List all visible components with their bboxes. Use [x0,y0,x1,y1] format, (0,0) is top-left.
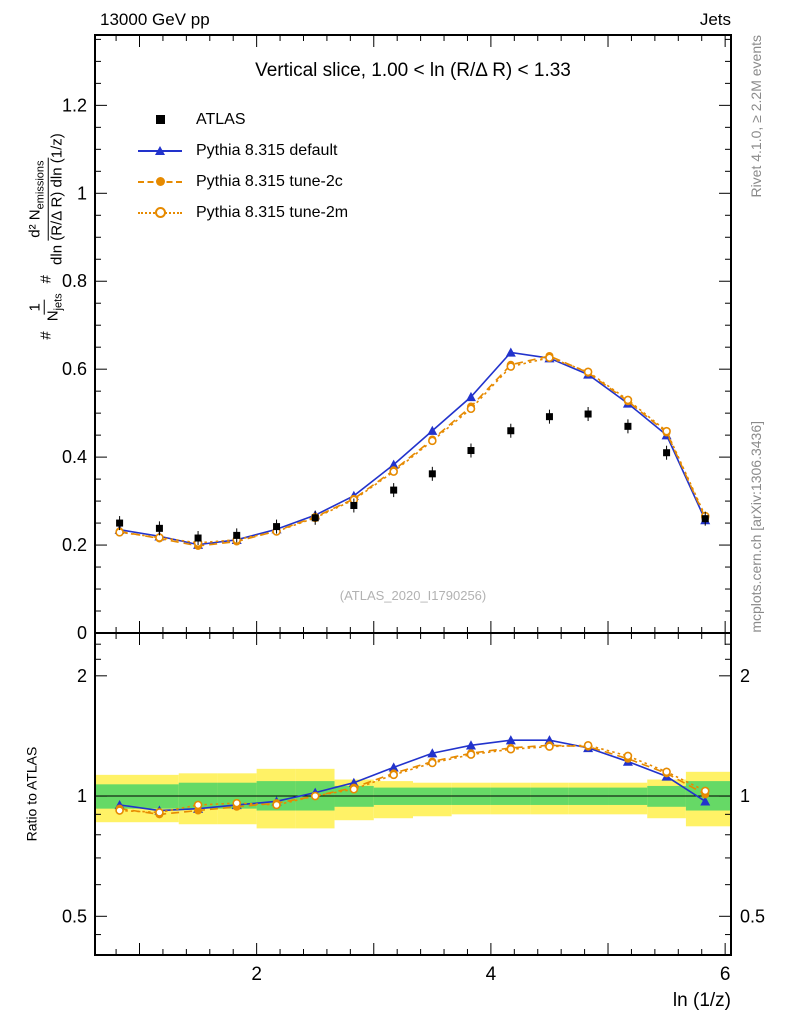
atlas-square-marker-icon [138,113,182,127]
legend: ATLAS Pythia 8.315 default Pythia 8.315 … [138,104,348,228]
ratio-y-axis-title: Ratio to ATLAS [23,746,39,842]
legend-label: Pythia 8.315 tune-2m [196,203,349,221]
legend-item-pythia-default: Pythia 8.315 default [138,135,348,166]
analysis-group-label: Jets [699,10,731,29]
blue-triangle-line-marker-icon [138,144,182,158]
svg-text:0.6: 0.6 [62,359,87,379]
svg-text:1.2: 1.2 [62,95,87,115]
main-series-pythia-8-315-default [114,347,711,549]
main-series-pythia-8-315-tune-2c [115,351,710,550]
svg-text:2: 2 [740,666,750,686]
ratio-uncertainty-bands [95,768,731,829]
legend-label: ATLAS [196,110,246,128]
svg-text:1: 1 [77,183,87,203]
legend-label: Pythia 8.315 default [196,141,338,159]
svg-text:1: 1 [77,786,87,806]
fraction-one-over-njets: 1 Njets [26,292,65,321]
panel-frames [94,34,732,956]
svg-text:0.8: 0.8 [62,271,87,291]
orange-dashed-circle-marker-icon [138,175,182,189]
plot-title: Vertical slice, 1.00 < ln (R/Δ R) < 1.33 [255,60,571,81]
ratio-series-pythia-8-315-tune-2m [115,740,710,817]
beam-energy-label: 13000 GeV pp [100,10,210,29]
analysis-id-watermark: (ATLAS_2020_I1790256) [339,588,487,603]
main-y-axis-title: # 1 Njets # d² Nemissions dln (R/Δ R) dl… [0,35,92,435]
orange-dotted-open-circle-marker-icon [138,206,182,220]
mcplots-citation-note: mcplots.cern.ch [arXiv:1306.3436] [748,421,764,633]
x-axis-title: ln (1/z) [672,990,731,1011]
svg-text:0.2: 0.2 [62,535,87,555]
svg-text:0.5: 0.5 [740,906,765,926]
rivet-version-note: Rivet 4.1.0, ≥ 2.2M events [748,35,764,198]
svg-text:2: 2 [77,666,87,686]
svg-text:0: 0 [77,623,87,643]
svg-text:1: 1 [740,786,750,806]
svg-text:0.4: 0.4 [62,447,87,467]
legend-item-pythia-tune2m: Pythia 8.315 tune-2m [138,197,348,228]
hash-glyph: # [37,330,55,340]
legend-item-pythia-tune2c: Pythia 8.315 tune-2c [138,166,348,197]
fraction-d2n-over-dlndln: d² Nemissions dln (R/Δ R) dln (1/z) [26,132,66,265]
legend-item-atlas: ATLAS [138,104,348,135]
hash-glyph: # [37,274,55,283]
main-series-pythia-8-315-tune-2m [115,353,710,548]
svg-text:4: 4 [486,964,497,985]
svg-text:0.5: 0.5 [62,906,87,926]
main-series-atlas [116,407,709,546]
legend-label: Pythia 8.315 tune-2c [196,172,343,190]
svg-text:6: 6 [720,964,731,985]
svg-text:2: 2 [251,964,262,985]
